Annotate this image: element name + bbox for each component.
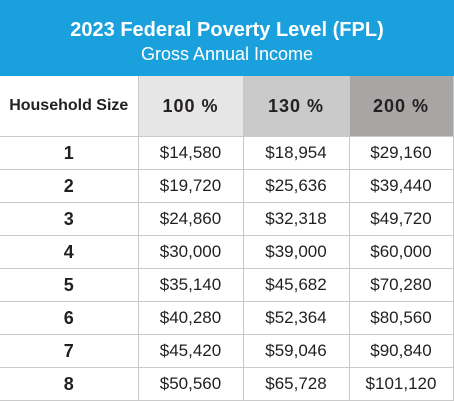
page-title: 2023 Federal Poverty Level (FPL) [70,19,384,41]
fpl-100-cell: $35,140 [137,268,244,302]
household-size-cell: 2 [0,169,139,203]
household-size-cell: 7 [0,334,139,368]
table-row: 5 $35,140 $45,682 $70,280 [0,268,454,302]
fpl-100-cell: $30,000 [137,235,244,269]
fpl-table-header: Household Size 100 % 130 % 200 % [0,76,454,137]
fpl-100-cell: $24,860 [137,202,244,236]
fpl-130-cell: $18,954 [242,136,350,170]
fpl-200-cell: $80,560 [348,301,454,335]
fpl-200-cell: $49,720 [348,202,454,236]
fpl-130-cell: $65,728 [242,367,350,401]
household-size-cell: 8 [0,367,139,401]
fpl-table-body: 1 $14,580 $18,954 $29,160 2 $19,720 $25,… [0,136,454,401]
household-size-cell: 1 [0,136,139,170]
fpl-100-header: 100 % [137,76,244,137]
title-banner: 2023 Federal Poverty Level (FPL) Gross A… [0,0,454,76]
fpl-200-header: 200 % [348,76,454,137]
table-row: 4 $30,000 $39,000 $60,000 [0,235,454,269]
fpl-200-cell: $70,280 [348,268,454,302]
fpl-200-cell: $29,160 [348,136,454,170]
table-row: 6 $40,280 $52,364 $80,560 [0,301,454,335]
household-size-cell: 6 [0,301,139,335]
page-subtitle: Gross Annual Income [140,44,314,64]
fpl-table: Household Size 100 % 130 % 200 % 1 $14,5… [0,76,454,401]
fpl-130-cell: $52,364 [242,301,350,335]
table-row: 3 $24,860 $32,318 $49,720 [0,202,454,236]
header-row: Household Size 100 % 130 % 200 % [0,76,454,137]
household-size-cell: 3 [0,202,139,236]
household-size-header: Household Size [0,76,139,137]
fpl-130-cell: $32,318 [242,202,350,236]
fpl-200-cell: $101,120 [348,367,454,401]
fpl-130-cell: $59,046 [242,334,350,368]
fpl-200-cell: $60,000 [348,235,454,269]
household-size-cell: 4 [0,235,139,269]
fpl-100-cell: $19,720 [137,169,244,203]
fpl-100-cell: $50,560 [137,367,244,401]
fpl-130-header: 130 % [242,76,350,137]
fpl-100-cell: $45,420 [137,334,244,368]
table-row: 8 $50,560 $65,728 $101,120 [0,367,454,401]
table-row: 1 $14,580 $18,954 $29,160 [0,136,454,170]
fpl-100-cell: $40,280 [137,301,244,335]
table-row: 2 $19,720 $25,636 $39,440 [0,169,454,203]
fpl-100-cell: $14,580 [137,136,244,170]
fpl-200-cell: $39,440 [348,169,454,203]
household-size-cell: 5 [0,268,139,302]
fpl-130-cell: $25,636 [242,169,350,203]
fpl-130-cell: $39,000 [242,235,350,269]
table-row: 7 $45,420 $59,046 $90,840 [0,334,454,368]
fpl-130-cell: $45,682 [242,268,350,302]
fpl-200-cell: $90,840 [348,334,454,368]
